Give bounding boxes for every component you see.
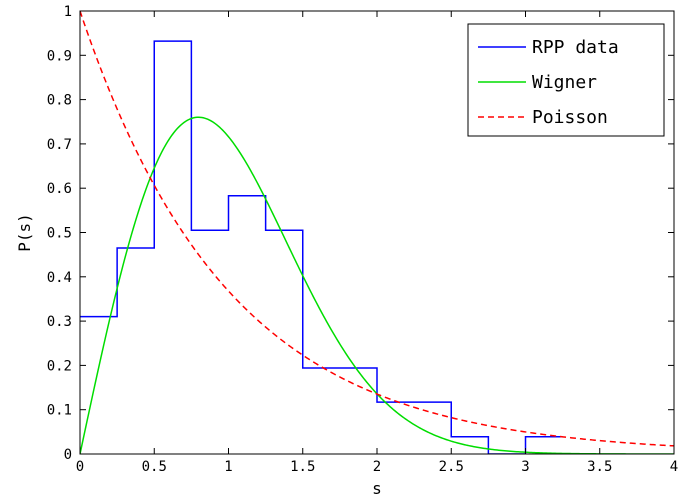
series-wigner-line bbox=[80, 116, 674, 454]
x-tick-label: 1 bbox=[224, 459, 232, 475]
y-axis-label: P(s) bbox=[15, 213, 34, 252]
legend: RPP data Wigner Poisson bbox=[467, 23, 665, 137]
series-rpp-data-line bbox=[80, 40, 563, 454]
x-tick-label: 1.5 bbox=[290, 459, 315, 475]
y-tick-label: 0.4 bbox=[47, 270, 72, 286]
y-tick-label: 0.9 bbox=[47, 48, 72, 64]
y-tick-label: 1 bbox=[64, 4, 72, 20]
y-tick-label: 0.7 bbox=[47, 137, 72, 153]
legend-label: Wigner bbox=[532, 72, 597, 93]
y-tick-label: 0.6 bbox=[47, 181, 72, 197]
y-tick-label: 0.2 bbox=[47, 358, 72, 374]
x-tick-label: 3.5 bbox=[587, 459, 612, 475]
y-tick-label: 0.3 bbox=[47, 314, 72, 330]
legend-label: RPP data bbox=[532, 37, 619, 58]
series-poisson-line bbox=[80, 11, 674, 447]
y-tick-label: 0.5 bbox=[47, 226, 72, 242]
y-tick-label: 0 bbox=[64, 447, 72, 463]
x-tick-label: 2 bbox=[373, 459, 381, 475]
x-tick-label: 2.5 bbox=[439, 459, 464, 475]
x-tick-label: 3 bbox=[521, 459, 529, 475]
y-tick-label: 0.8 bbox=[47, 93, 72, 109]
x-axis-label: s bbox=[372, 479, 382, 498]
x-tick-label: 0.5 bbox=[142, 459, 167, 475]
ticks: 0 0.5 1 1.5 2 2.5 3 3.5 4 0 0.1 0.2 0.3 0.4 0.5 0.6 0.7 0… bbox=[47, 4, 679, 475]
x-tick-label: 4 bbox=[670, 459, 678, 475]
x-tick-label: 0 bbox=[76, 459, 84, 475]
y-tick-label: 0.1 bbox=[47, 403, 72, 419]
legend-label: Poisson bbox=[532, 107, 608, 128]
